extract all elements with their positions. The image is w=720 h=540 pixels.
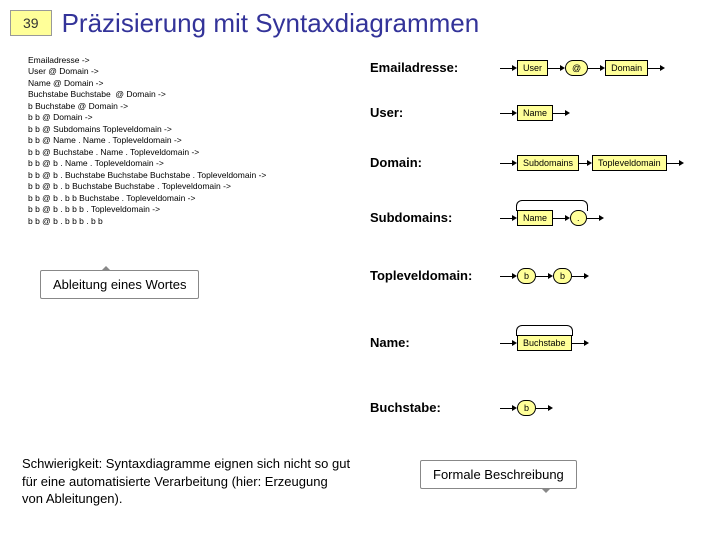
diagram-topleveldomain: b b (500, 268, 589, 284)
derivation-text: Emailadresse -> User @ Domain -> Name @ … (28, 55, 266, 227)
terminal-b: b (517, 400, 536, 416)
slide-title: Präzisierung mit Syntaxdiagrammen (62, 8, 480, 39)
label-user: User: (370, 105, 403, 120)
callout-formale: Formale Beschreibung (420, 460, 577, 489)
diagram-domain: Subdomains Topleveldomain (500, 155, 684, 171)
label-domain: Domain: (370, 155, 422, 170)
loop-name (516, 325, 573, 336)
box-domain: Domain (605, 60, 648, 76)
box-buchstabe: Buchstabe (517, 335, 572, 351)
slide-number: 39 (10, 10, 52, 36)
slide-header: 39 Präzisierung mit Syntaxdiagrammen (0, 0, 720, 50)
difficulty-text: Schwierigkeit: Syntaxdiagramme eignen si… (22, 455, 352, 508)
diagram-buchstabe: b (500, 400, 553, 416)
terminal-b2: b (553, 268, 572, 284)
label-emailadresse: Emailadresse: (370, 60, 458, 75)
terminal-at: @ (565, 60, 588, 76)
diagram-user: Name (500, 105, 570, 121)
loop-subdomains (516, 200, 588, 211)
box-name-sub: Name (517, 210, 553, 226)
box-user: User (517, 60, 548, 76)
label-topleveldomain: Topleveldomain: (370, 268, 472, 283)
label-name: Name: (370, 335, 410, 350)
box-name: Name (517, 105, 553, 121)
diagram-name: Buchstabe (500, 335, 589, 351)
box-subdomains: Subdomains (517, 155, 579, 171)
label-buchstabe: Buchstabe: (370, 400, 441, 415)
box-topleveldomain: Topleveldomain (592, 155, 667, 171)
terminal-dot: . (570, 210, 587, 226)
diagram-subdomains: Name . (500, 210, 604, 226)
callout-ableitung: Ableitung eines Wortes (40, 270, 199, 299)
diagram-emailadresse: User @ Domain (500, 60, 665, 76)
terminal-b1: b (517, 268, 536, 284)
label-subdomains: Subdomains: (370, 210, 452, 225)
